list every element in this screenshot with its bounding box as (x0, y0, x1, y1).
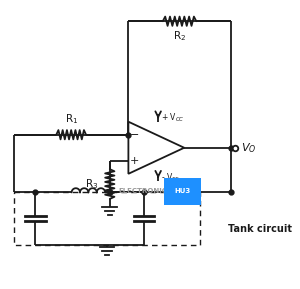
Text: R$_2$: R$_2$ (173, 29, 186, 43)
Text: −: − (130, 130, 140, 140)
Text: Tank circuit: Tank circuit (228, 224, 292, 234)
Text: - V$_{EE}$: - V$_{EE}$ (161, 171, 180, 184)
Text: R$_1$: R$_1$ (64, 112, 78, 126)
Text: R$_3$: R$_3$ (85, 177, 99, 191)
Text: + V$_{CC}$: + V$_{CC}$ (161, 112, 184, 124)
Bar (14, 192, 200, 244)
Text: V$_O$: V$_O$ (241, 141, 256, 155)
Text: +: + (130, 156, 140, 166)
Text: HU3: HU3 (174, 188, 190, 194)
Text: ELECTRONICS: ELECTRONICS (118, 188, 172, 194)
